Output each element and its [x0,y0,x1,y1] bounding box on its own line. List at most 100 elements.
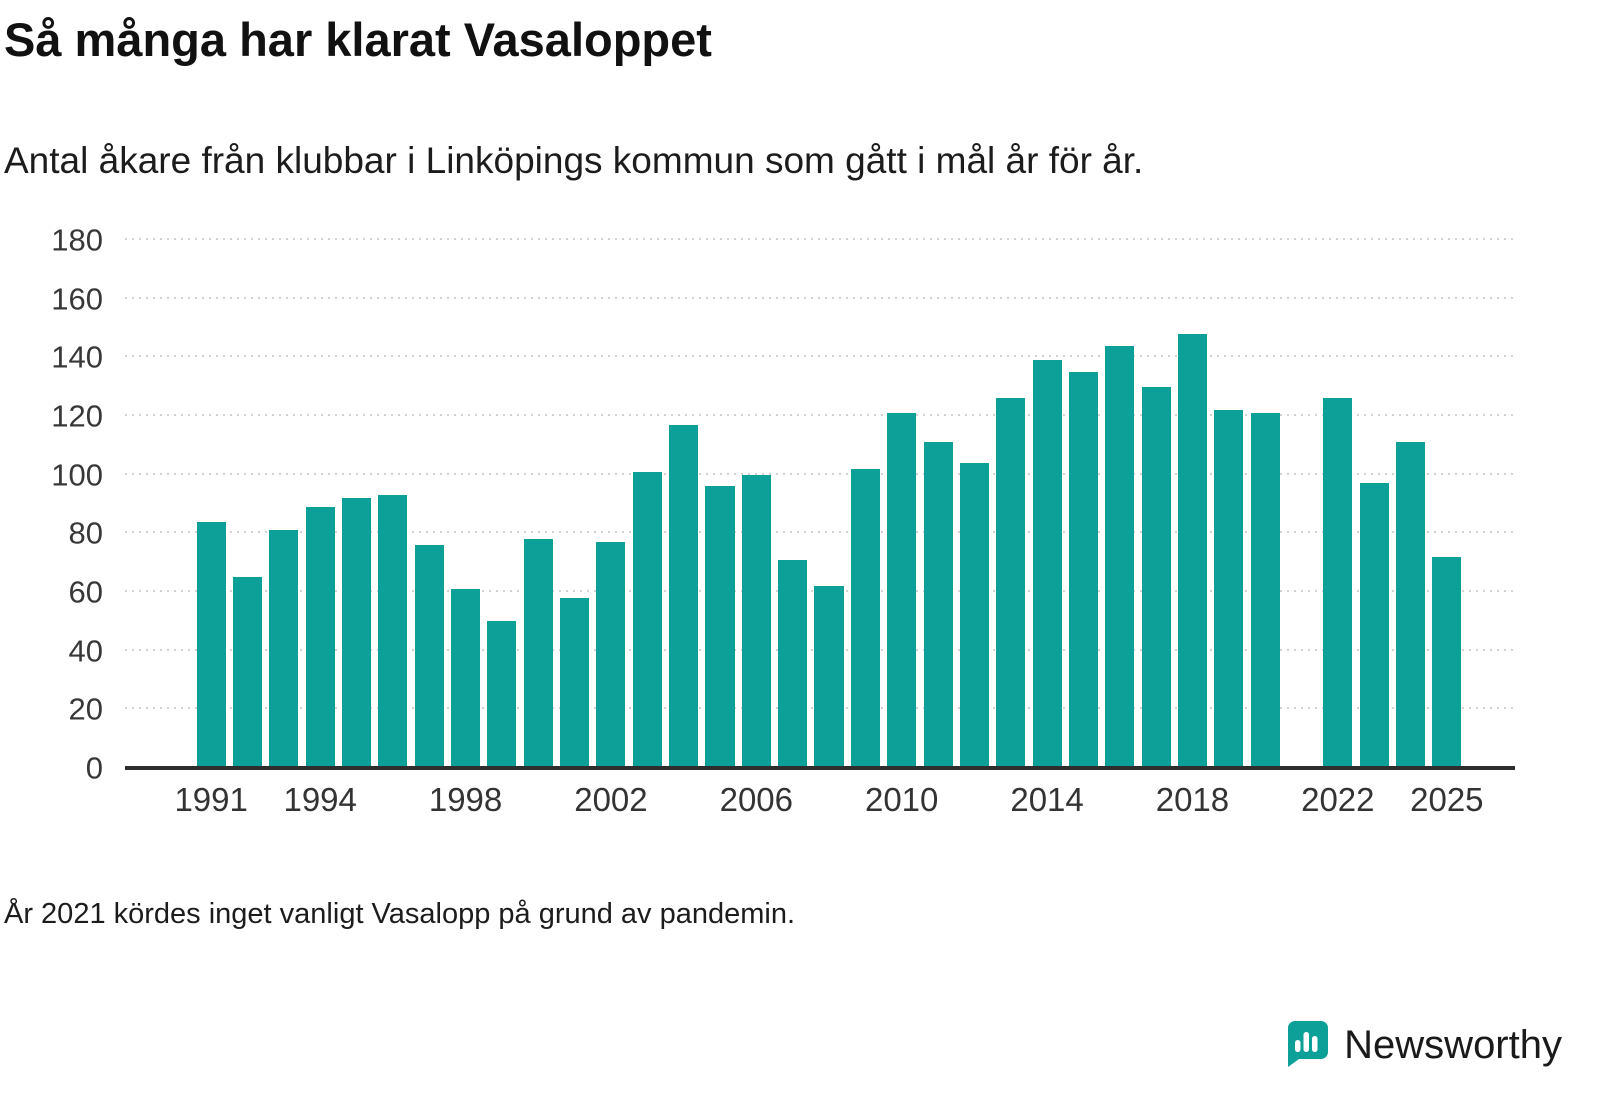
bar-slot-2024 [1392,240,1428,768]
bar-1992 [232,577,263,768]
bar-2022 [1323,398,1353,768]
chart-subtitle: Antal åkare från klubbar i Linköpings ko… [4,140,1144,181]
bar-2004 [669,424,699,768]
bar-slot-1991 [193,240,229,768]
x-axis-tick-label: 2010 [864,781,939,818]
bar-slot-1996 [375,240,411,768]
bar-2024 [1395,442,1426,768]
y-axis-tick-label: 160 [51,281,103,317]
bar-2012 [959,462,989,768]
x-axis-tick-label: 2006 [719,781,794,818]
bar-slot-2017 [1138,240,1174,768]
x-axis-labels-container: 1991 1994 1998 2002 2006 2010 2014 2018 2022 2025 [174,780,1483,826]
bar-2005 [705,486,735,768]
bar-2019 [1214,410,1244,768]
bar-slot-2022 [1320,240,1356,768]
bar-slot-2021 [1283,240,1319,768]
bar-slot-1994 [302,240,338,768]
bar-slot-1992 [229,240,265,768]
bar-slot-2010 [884,240,920,768]
bar-2013 [996,398,1026,768]
bar-2011 [923,442,953,768]
bar-2017 [1141,386,1171,768]
bar-2002 [596,542,626,768]
bar-2006 [741,474,771,768]
bar-slot-1997 [411,240,447,768]
bars-container [193,240,1465,768]
bar-slot-1995 [338,240,374,768]
bar-slot-2000 [520,240,556,768]
bar-slot-2006 [738,240,774,768]
x-axis-tick-label: 1998 [428,781,503,818]
y-axis-tick-label: 100 [51,457,103,493]
bar-slot-2008 [811,240,847,768]
y-axis-tick-label: 80 [68,515,103,551]
bar-slot-2018 [1174,240,1210,768]
footnote: År 2021 kördes inget vanligt Vasalopp på… [4,898,796,930]
bar-chart-plot-area [125,238,1515,770]
bar-1994 [305,506,335,768]
bar-slot-2007 [775,240,811,768]
bar-slot-2016 [1102,240,1138,768]
bar-slot-2025 [1429,240,1465,768]
bar-2023 [1359,483,1389,768]
bar-2020 [1250,413,1280,768]
chart-title: Så många har klarat Vasaloppet [4,13,712,66]
y-axis-tick-label: 120 [51,398,103,434]
bar-slot-2005 [702,240,738,768]
bar-slot-2002 [593,240,629,768]
x-axis-baseline [125,766,1515,770]
gridline [125,472,1515,475]
bar-2018 [1177,333,1207,768]
bar-1999 [487,621,517,768]
bar-slot-2012 [956,240,992,768]
bar-2025 [1432,556,1462,768]
y-axis-tick-label: 140 [51,339,103,375]
x-axis-tick-label: 1994 [283,781,357,818]
y-axis-tick-label: 0 [85,750,103,786]
gridline [125,238,1515,240]
bar-slot-2003 [629,240,665,768]
bar-slot-2023 [1356,240,1392,768]
x-axis-tick-label: 2018 [1155,781,1230,818]
bar-slot-2001 [556,240,592,768]
y-axis-tick-label: 40 [68,633,103,669]
bar-2009 [850,468,880,768]
bar-2003 [632,471,662,768]
x-axis-tick-label: 2002 [574,781,648,818]
x-axis-tick-label: 2022 [1301,781,1375,818]
bar-2014 [1032,360,1062,768]
bar-slot-2014 [1029,240,1065,768]
bar-2008 [814,586,844,768]
gridline [125,355,1515,358]
x-axis-tick-label: 2025 [1410,781,1484,818]
gridline [125,531,1515,534]
newsworthy-logo-text: Newsworthy [1344,1023,1562,1067]
bar-slot-2020 [1247,240,1283,768]
x-axis-tick-label: 2014 [1010,781,1084,818]
newsworthy-logo[interactable]: Newsworthy [1282,1019,1562,1072]
bar-2001 [560,597,590,768]
bar-1995 [342,498,372,768]
bar-slot-2011 [920,240,956,768]
bar-slot-1999 [484,240,520,768]
x-axis: 1991 1994 1998 2002 2006 2010 2014 2018 2022 2025 [125,780,1515,826]
bar-slot-1993 [266,240,302,768]
bar-2016 [1105,345,1135,768]
y-axis-tick-label: 20 [68,691,103,727]
bar-slot-2019 [1211,240,1247,768]
x-axis-tick-label: 1991 [174,781,248,818]
bar-slot-2013 [993,240,1029,768]
bar-2015 [1068,372,1098,768]
bar-2010 [887,413,917,768]
bar-1997 [414,545,444,768]
gridline [125,414,1515,416]
gridline [125,296,1515,299]
y-axis: 0 20 40 60 80 100 120 140 160 180 [0,225,103,784]
y-axis-tick-label: 60 [68,574,103,610]
bar-slot-2009 [847,240,883,768]
newsworthy-chart-bubble-icon [1282,1019,1330,1072]
bar-slot-1998 [447,240,483,768]
y-axis-tick-label: 180 [51,222,103,258]
